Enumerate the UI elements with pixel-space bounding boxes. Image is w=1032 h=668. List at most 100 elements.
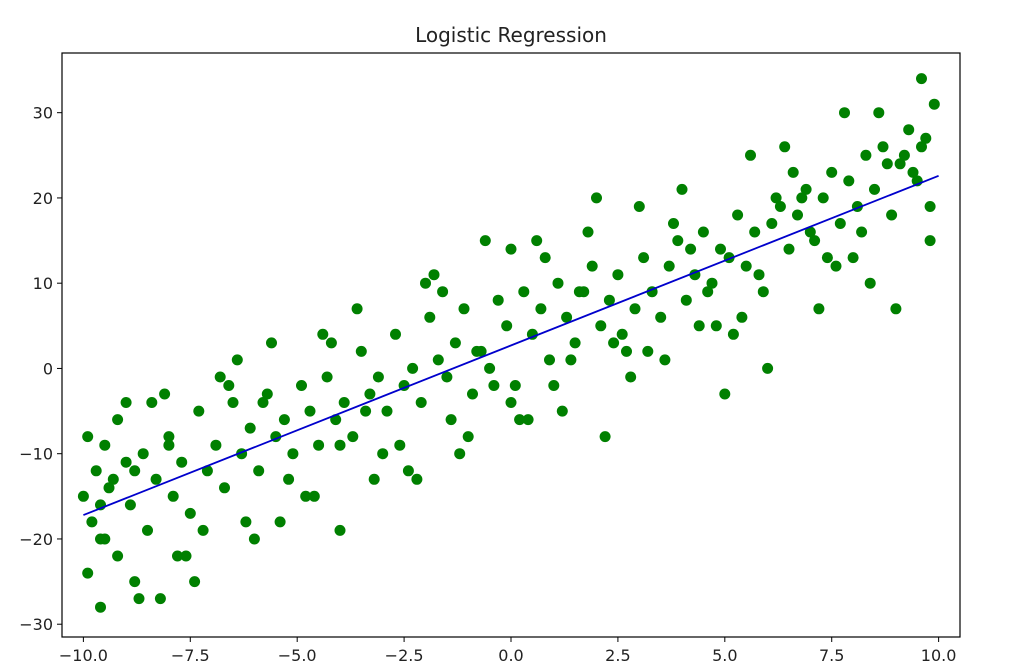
scatter-point	[283, 473, 295, 485]
scatter-point	[843, 175, 855, 187]
scatter-point	[120, 456, 132, 468]
scatter-point	[672, 235, 684, 247]
scatter-point	[697, 226, 709, 238]
scatter-point	[813, 303, 825, 315]
scatter-point	[274, 516, 286, 528]
scatter-point	[928, 98, 940, 110]
scatter-point	[180, 550, 192, 562]
scatter-point	[266, 337, 277, 349]
scatter-point	[492, 294, 504, 306]
scatter-point	[90, 465, 102, 477]
scatter-point	[526, 328, 538, 340]
scatter-points	[77, 73, 940, 613]
y-tick-label: −30	[19, 615, 53, 634]
scatter-point	[907, 166, 919, 178]
scatter-point	[702, 286, 714, 298]
scatter-point	[582, 226, 594, 238]
scatter-point	[522, 414, 534, 426]
scatter-point	[201, 465, 213, 477]
scatter-point	[355, 345, 367, 357]
scatter-point	[231, 354, 243, 366]
scatter-point	[445, 414, 457, 426]
scatter-point	[99, 439, 111, 451]
scatter-point	[428, 269, 440, 281]
scatter-point	[740, 260, 752, 272]
scatter-point	[531, 235, 543, 247]
scatter-point	[505, 397, 517, 408]
scatter-point	[325, 337, 337, 349]
scatter-point	[167, 490, 179, 502]
scatter-point	[638, 252, 650, 264]
scatter-point	[154, 593, 166, 605]
y-tick-label: 10	[33, 274, 53, 293]
scatter-point	[706, 277, 718, 289]
scatter-point	[856, 226, 868, 238]
scatter-point	[591, 192, 602, 204]
scatter-point	[223, 380, 235, 391]
scatter-point	[869, 183, 880, 195]
scatter-point	[753, 269, 765, 281]
scatter-point	[304, 405, 316, 417]
x-tick-label: −2.5	[385, 646, 424, 665]
scatter-point	[514, 414, 526, 426]
scatter-point	[920, 132, 932, 144]
scatter-point	[787, 166, 799, 178]
scatter-point	[381, 405, 393, 417]
scatter-point	[736, 311, 748, 323]
scatter-point	[924, 201, 936, 212]
x-tick-label: −10.0	[59, 646, 108, 665]
scatter-point	[364, 388, 376, 400]
scatter-point	[548, 380, 560, 391]
scatter-point	[360, 405, 372, 417]
scatter-point	[99, 533, 111, 545]
x-tick-label: 10.0	[921, 646, 957, 665]
scatter-point	[586, 260, 598, 272]
y-tick-label: 0	[43, 359, 53, 378]
scatter-point	[770, 192, 782, 204]
scatter-point	[338, 397, 350, 408]
scatter-point	[197, 524, 209, 536]
scatter-point	[479, 235, 491, 247]
scatter-point	[467, 388, 478, 400]
scatter-point	[214, 371, 226, 383]
scatter-point	[133, 593, 145, 605]
scatter-point	[150, 473, 162, 485]
scatter-point	[313, 439, 325, 451]
scatter-point	[556, 405, 568, 417]
scatter-point	[800, 183, 812, 195]
scatter-point	[287, 448, 299, 460]
scatter-point	[633, 201, 645, 212]
scatter-point	[372, 371, 384, 383]
scatter-point	[924, 235, 936, 247]
scatter-point	[257, 397, 269, 408]
scatter-point	[732, 209, 744, 221]
scatter-point	[95, 601, 106, 613]
scatter-point	[616, 328, 628, 340]
scatter-point	[505, 243, 517, 255]
scatter-point	[860, 149, 872, 161]
scatter-point	[668, 218, 679, 229]
scatter-point	[163, 439, 175, 451]
scatter-point	[454, 448, 466, 460]
scatter-point	[458, 303, 470, 315]
scatter-point	[253, 465, 265, 477]
scatter-point	[629, 303, 641, 315]
scatter-point	[509, 380, 521, 391]
scatter-point	[471, 345, 483, 357]
scatter-point	[142, 524, 153, 536]
scatter-point	[193, 405, 205, 417]
scatter-point	[719, 388, 731, 400]
scatter-point	[881, 158, 893, 170]
scatter-point	[817, 192, 829, 204]
x-tick-label: −7.5	[171, 646, 210, 665]
x-tick-label: 2.5	[605, 646, 630, 665]
scatter-point	[625, 371, 637, 383]
scatter-point	[129, 576, 141, 588]
scatter-point	[599, 431, 611, 443]
y-tick-label: −20	[19, 530, 53, 549]
scatter-point	[159, 388, 171, 400]
x-tick-label: 0.0	[498, 646, 523, 665]
scatter-point	[864, 277, 876, 289]
scatter-point	[334, 439, 346, 451]
scatter-point	[561, 311, 573, 323]
